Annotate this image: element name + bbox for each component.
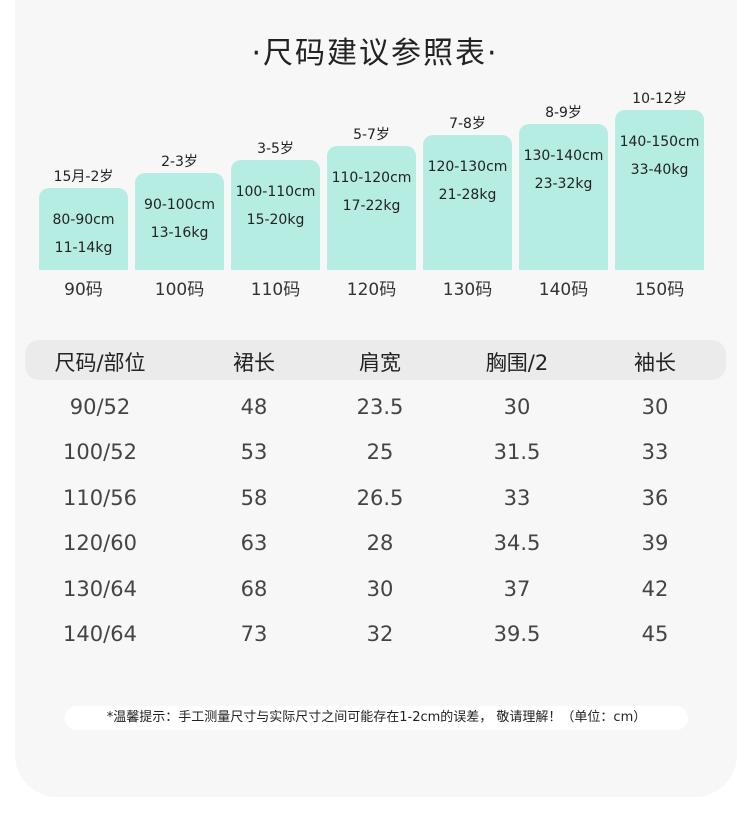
table-cell: 39 <box>641 531 669 556</box>
weight-range: 15-20kg <box>246 212 305 228</box>
size-card <box>231 160 320 270</box>
table-cell: 39.5 <box>493 622 541 646</box>
height-range: 80-90cm <box>52 212 115 228</box>
age-label: 5-7岁 <box>353 127 390 143</box>
table-cell: 68 <box>240 576 268 601</box>
size-label: 120码 <box>346 280 397 300</box>
table-cell: 48 <box>240 395 268 419</box>
weight-range: 33-40kg <box>630 162 689 178</box>
age-label: 15月-2岁 <box>53 169 114 185</box>
size-label: 140码 <box>538 280 589 300</box>
header-bar <box>25 340 726 380</box>
weight-range: 21-28kg <box>438 187 497 203</box>
age-label: 2-3岁 <box>161 154 198 170</box>
weight-range: 13-16kg <box>150 225 209 241</box>
table-header: 肩宽 <box>359 351 401 375</box>
table-cell: 23.5 <box>356 395 404 419</box>
age-label: 3-5岁 <box>257 141 294 157</box>
weight-range: 23-32kg <box>534 176 593 192</box>
table-cell: 100/52 <box>63 440 137 465</box>
height-range: 130-140cm <box>523 148 604 164</box>
age-label: 7-8岁 <box>449 116 486 132</box>
table-cell: 26.5 <box>356 485 404 510</box>
height-range: 140-150cm <box>619 134 700 150</box>
table-cell: 30 <box>641 395 669 419</box>
table-cell: 90/52 <box>69 395 131 419</box>
table-header: 胸围/2 <box>485 351 549 375</box>
table-cell: 32 <box>366 622 394 646</box>
height-range: 100-110cm <box>235 184 316 200</box>
table-cell: 31.5 <box>493 440 541 465</box>
table-cell: 110/56 <box>63 485 137 510</box>
height-range: 120-130cm <box>427 159 508 175</box>
table-cell: 45 <box>641 622 669 646</box>
size-card <box>135 173 224 270</box>
size-card <box>519 124 608 270</box>
size-card <box>615 110 704 270</box>
table-cell: 58 <box>240 485 268 510</box>
note: *温馨提示：手工测量尺寸与实际尺寸之间可能存在1-2cm的误差， 敬请理解！（单… <box>65 706 688 730</box>
table-cell: 120/60 <box>63 531 137 556</box>
table-cell: 63 <box>240 531 268 556</box>
table-cell: 30 <box>503 395 531 419</box>
table-cell: 53 <box>240 440 268 465</box>
table-cell: 28 <box>366 531 394 556</box>
table-cell: 73 <box>240 622 268 646</box>
table-cell: 42 <box>641 576 669 601</box>
table-cell: 37 <box>503 576 531 601</box>
table-cell: 33 <box>641 440 669 465</box>
title: ·尺码建议参照表· <box>251 36 499 71</box>
weight-range: 11-14kg <box>54 240 113 256</box>
size-card <box>39 188 128 270</box>
size-label: 110码 <box>250 280 301 300</box>
table-cell: 130/64 <box>63 576 137 601</box>
size-label: 90码 <box>64 280 103 300</box>
table-cell: 36 <box>641 485 669 510</box>
table-header: 尺码/部位 <box>54 351 146 375</box>
table-cell: 140/64 <box>63 622 137 646</box>
size-label: 150码 <box>634 280 685 300</box>
table-header: 袖长 <box>634 351 676 375</box>
table-header: 裙长 <box>233 351 275 375</box>
table-cell: 34.5 <box>493 531 541 556</box>
table-cell: 25 <box>366 440 394 465</box>
table-cell: 33 <box>503 485 531 510</box>
age-label: 8-9岁 <box>545 105 582 121</box>
height-range: 90-100cm <box>144 197 215 213</box>
size-card <box>327 146 416 270</box>
table-cell: 30 <box>366 576 394 601</box>
size-card <box>423 135 512 270</box>
size-label: 100码 <box>154 280 205 300</box>
weight-range: 17-22kg <box>342 198 401 214</box>
size-label: 130码 <box>442 280 493 300</box>
height-range: 110-120cm <box>331 170 412 186</box>
age-label: 10-12岁 <box>632 91 687 107</box>
